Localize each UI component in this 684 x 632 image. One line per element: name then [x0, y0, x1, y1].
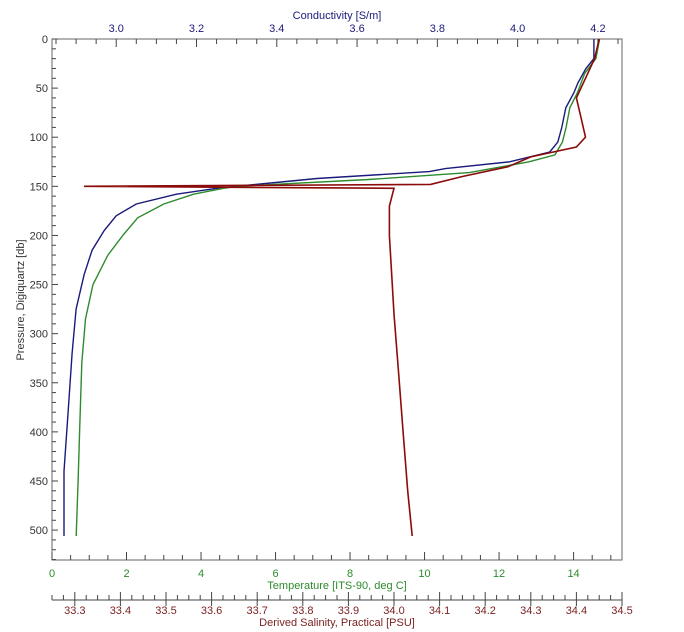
- pressure-tick-label: 250: [30, 280, 48, 292]
- salinity-line: [83, 38, 600, 537]
- pressure-tick-label: 400: [30, 427, 48, 439]
- salinity-tick-label: 33.9: [338, 605, 359, 617]
- conductivity-tick-label: 4.2: [590, 23, 605, 35]
- pressure-axis-title: Pressure, Digiquartz [db]: [15, 239, 27, 360]
- salinity-axis-title: Derived Salinity, Practical [PSU]: [259, 617, 415, 629]
- pressure-axis: 0 50 100 150 200 250 300 350 400 450 500: [30, 34, 58, 561]
- conductivity-tick-label: 3.0: [109, 23, 124, 35]
- salinity-tick-label: 33.8: [292, 605, 313, 617]
- salinity-tick-label: 33.7: [246, 605, 267, 617]
- pressure-tick-label: 200: [30, 230, 48, 242]
- salinity-tick-label: 34.2: [474, 605, 495, 617]
- salinity-tick-label: 34.1: [429, 605, 450, 617]
- temperature-line: [75, 38, 601, 537]
- salinity-tick-label: 34.4: [566, 605, 587, 617]
- salinity-tick-label: 33.5: [155, 605, 176, 617]
- temperature-tick-label: 10: [418, 568, 430, 580]
- conductivity-axis-title: Conductivity [S/m]: [293, 10, 382, 22]
- pressure-tick-label: 500: [30, 525, 48, 537]
- conductivity-axis: 3.0 3.2 3.4 3.6 3.8 4.0 4.2: [55, 23, 619, 47]
- pressure-tick-label: 100: [30, 132, 48, 144]
- salinity-tick-label: 34.3: [520, 605, 541, 617]
- data-series: [63, 38, 601, 537]
- pressure-tick-label: 150: [30, 181, 48, 193]
- pressure-tick-label: 350: [30, 378, 48, 390]
- conductivity-tick-label: 3.4: [269, 23, 284, 35]
- salinity-tick-label: 33.3: [64, 605, 85, 617]
- temperature-tick-label: 8: [347, 568, 353, 580]
- temperature-axis: 0 2 4 6 8 10 12 14: [49, 552, 612, 580]
- conductivity-tick-label: 3.6: [349, 23, 364, 35]
- plot-frame: [51, 38, 623, 561]
- temperature-tick-label: 6: [272, 568, 278, 580]
- pressure-tick-label: 300: [30, 329, 48, 341]
- salinity-tick-label: 34.5: [611, 605, 632, 617]
- salinity-tick-label: 33.6: [201, 605, 222, 617]
- conductivity-line: [63, 39, 595, 536]
- pressure-tick-label: 50: [36, 83, 48, 95]
- temperature-tick-label: 2: [123, 568, 129, 580]
- salinity-tick-label: 34.0: [383, 605, 404, 617]
- salinity-axis: 33.3 33.4 33.5 33.6 33.7 33.8 33.9 34.0 34.1 34.2…: [51, 592, 633, 617]
- conductivity-tick-label: 3.8: [430, 23, 445, 35]
- pressure-tick-label: 450: [30, 476, 48, 488]
- pressure-tick-label: 0: [42, 34, 48, 46]
- temperature-axis-title: Temperature [ITS-90, deg C]: [267, 580, 406, 592]
- salinity-tick-label: 33.4: [110, 605, 131, 617]
- temperature-tick-label: 12: [493, 568, 505, 580]
- temperature-tick-label: 0: [49, 568, 55, 580]
- temperature-tick-label: 14: [567, 568, 579, 580]
- conductivity-tick-label: 4.0: [510, 23, 525, 35]
- temperature-tick-label: 4: [198, 568, 204, 580]
- conductivity-tick-label: 3.2: [189, 23, 204, 35]
